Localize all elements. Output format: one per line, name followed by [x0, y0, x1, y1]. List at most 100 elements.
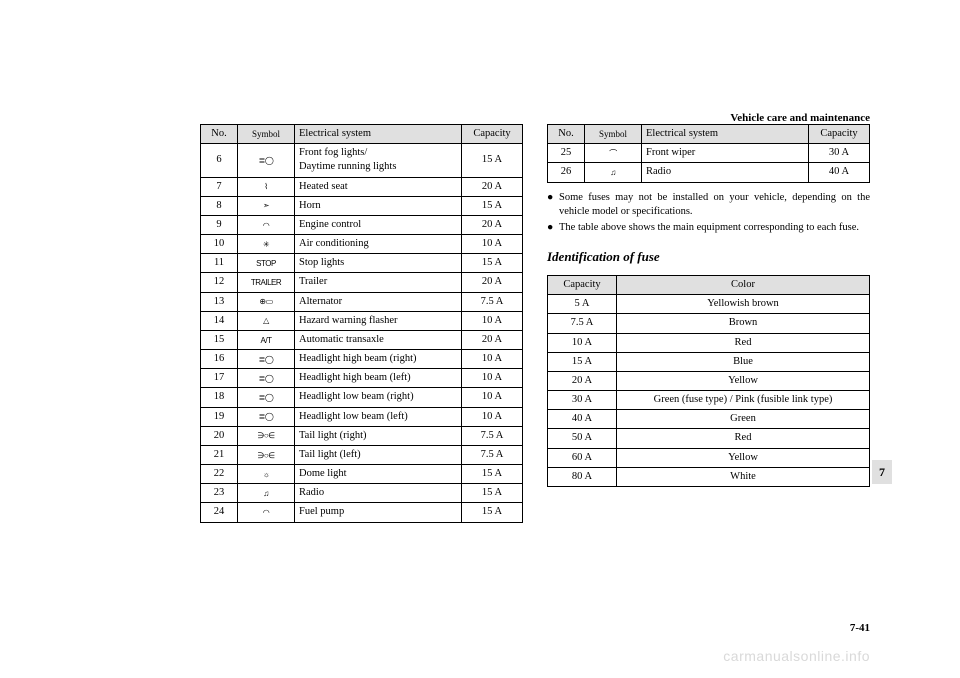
table-row: 23♫Radio15 A — [201, 484, 523, 503]
cell-symbol: ⌒ — [585, 144, 642, 163]
table-row: 22☼Dome light15 A — [201, 465, 523, 484]
cell-capacity: 15 A — [462, 503, 523, 522]
col-symbol: Symbol — [585, 125, 642, 144]
note-text: Some fuses may not be installed on your … — [559, 191, 870, 219]
cell-symbol: ♫ — [585, 163, 642, 182]
cell-system: Front fog lights/Daytime running lights — [295, 144, 462, 177]
table-row: 24◠Fuel pump15 A — [201, 503, 523, 522]
fuse-symbol-icon: ◠ — [263, 508, 269, 517]
cell-no: 20 — [201, 426, 238, 445]
table-row: 15A/TAutomatic transaxle20 A — [201, 330, 523, 349]
fuse-id-heading: Identification of fuse — [547, 249, 870, 265]
fuse-symbol-icon: ≣◯ — [259, 374, 274, 383]
cell-no: 15 — [201, 330, 238, 349]
cell-capacity: 5 A — [548, 295, 617, 314]
table-row: 16≣◯Headlight high beam (right)10 A — [201, 350, 523, 369]
cell-symbol: ≣◯ — [238, 407, 295, 426]
table-row: 10✳Air conditioning10 A — [201, 235, 523, 254]
cell-capacity: 20 A — [462, 177, 523, 196]
cell-symbol: ≣◯ — [238, 369, 295, 388]
fuse-color-table-body: 5 AYellowish brown7.5 ABrown10 ARed15 AB… — [548, 295, 870, 487]
cell-no: 13 — [201, 292, 238, 311]
col-no: No. — [548, 125, 585, 144]
cell-capacity: 10 A — [462, 407, 523, 426]
cell-symbol: ≣◯ — [238, 144, 295, 177]
cell-capacity: 30 A — [809, 144, 870, 163]
cell-no: 23 — [201, 484, 238, 503]
table-row: 5 AYellowish brown — [548, 295, 870, 314]
cell-capacity: 10 A — [462, 311, 523, 330]
cell-symbol: STOP — [238, 254, 295, 273]
cell-color: Green (fuse type) / Pink (fusible link t… — [617, 391, 870, 410]
cell-capacity: 10 A — [548, 333, 617, 352]
watermark-text: carmanualsonline.info — [723, 648, 870, 664]
col-symbol: Symbol — [238, 125, 295, 144]
section-header: Vehicle care and maintenance — [730, 112, 870, 124]
cell-capacity: 60 A — [548, 448, 617, 467]
left-column: No. Symbol Electrical system Capacity 6≣… — [200, 124, 523, 523]
cell-color: Yellow — [617, 371, 870, 390]
right-column: No. Symbol Electrical system Capacity 25… — [547, 124, 870, 523]
cell-no: 9 — [201, 215, 238, 234]
fuse-table-left: No. Symbol Electrical system Capacity 6≣… — [200, 124, 523, 523]
cell-capacity: 40 A — [548, 410, 617, 429]
table-row: 21∋○∈Tail light (left)7.5 A — [201, 445, 523, 464]
cell-capacity: 20 A — [462, 330, 523, 349]
fuse-symbol-icon: ∋○∈ — [257, 431, 274, 440]
cell-symbol: ∋○∈ — [238, 426, 295, 445]
cell-symbol: ◠ — [238, 215, 295, 234]
cell-system: Tail light (left) — [295, 445, 462, 464]
cell-capacity: 10 A — [462, 235, 523, 254]
note-text: The table above shows the main equipment… — [559, 221, 870, 235]
cell-color: Brown — [617, 314, 870, 333]
fuse-symbol-icon: ☼ — [263, 470, 270, 479]
fuse-symbol-icon: ≣◯ — [259, 412, 274, 421]
cell-symbol: ≣◯ — [238, 350, 295, 369]
fuse-symbol-icon: ≣◯ — [259, 156, 274, 165]
cell-capacity: 15 A — [548, 352, 617, 371]
cell-symbol: ∋○∈ — [238, 445, 295, 464]
col-capacity: Capacity — [809, 125, 870, 144]
table-row: 18≣◯Headlight low beam (right)10 A — [201, 388, 523, 407]
cell-symbol: ◠ — [238, 503, 295, 522]
two-column-layout: No. Symbol Electrical system Capacity 6≣… — [200, 124, 870, 523]
cell-no: 12 — [201, 273, 238, 292]
chapter-thumb-tab: 7 — [872, 460, 892, 484]
fuse-symbol-icon: ♫ — [610, 168, 616, 177]
fuse-symbol-icon: ♫ — [263, 489, 269, 498]
cell-system: Headlight high beam (left) — [295, 369, 462, 388]
fuse-symbol-icon: ≣◯ — [259, 355, 274, 364]
cell-system: Stop lights — [295, 254, 462, 273]
cell-capacity: 7.5 A — [462, 292, 523, 311]
table-row: 8➣Horn15 A — [201, 196, 523, 215]
cell-no: 22 — [201, 465, 238, 484]
col-capacity: Capacity — [548, 276, 617, 295]
notes-list: ●Some fuses may not be installed on your… — [547, 191, 870, 236]
cell-no: 26 — [548, 163, 585, 182]
cell-no: 10 — [201, 235, 238, 254]
cell-capacity: 50 A — [548, 429, 617, 448]
cell-symbol: TRAILER — [238, 273, 295, 292]
table-header-row: Capacity Color — [548, 276, 870, 295]
table-row: 20∋○∈Tail light (right)7.5 A — [201, 426, 523, 445]
table-row: 30 AGreen (fuse type) / Pink (fusible li… — [548, 391, 870, 410]
cell-system: Dome light — [295, 465, 462, 484]
table-row: 25⌒Front wiper30 A — [548, 144, 870, 163]
cell-system: Headlight low beam (right) — [295, 388, 462, 407]
table-row: 26♫Radio40 A — [548, 163, 870, 182]
cell-capacity: 40 A — [809, 163, 870, 182]
cell-no: 8 — [201, 196, 238, 215]
cell-symbol: ⌇ — [238, 177, 295, 196]
cell-system: Trailer — [295, 273, 462, 292]
table-header-row: No. Symbol Electrical system Capacity — [201, 125, 523, 144]
fuse-color-table: Capacity Color 5 AYellowish brown7.5 ABr… — [547, 275, 870, 487]
col-capacity: Capacity — [462, 125, 523, 144]
table-row: 10 ARed — [548, 333, 870, 352]
bullet-icon: ● — [547, 191, 559, 219]
cell-symbol: ☼ — [238, 465, 295, 484]
fuse-table-right: No. Symbol Electrical system Capacity 25… — [547, 124, 870, 183]
table-row: 17≣◯Headlight high beam (left)10 A — [201, 369, 523, 388]
cell-capacity: 7.5 A — [548, 314, 617, 333]
cell-capacity: 20 A — [462, 273, 523, 292]
cell-capacity: 80 A — [548, 467, 617, 486]
